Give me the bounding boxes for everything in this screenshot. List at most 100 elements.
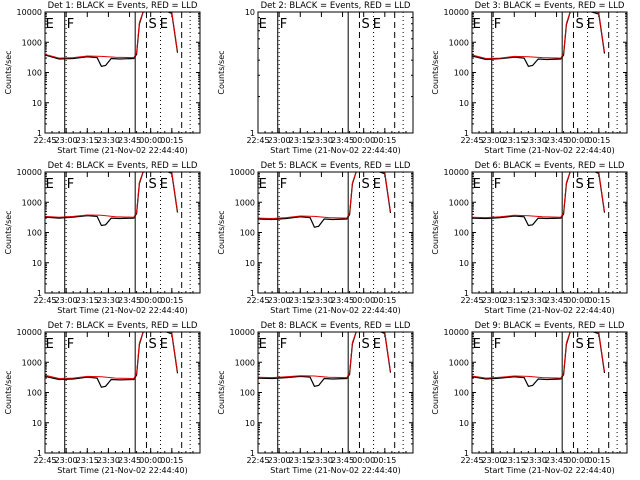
series-events-line — [45, 332, 179, 388]
y-tick-label: 100 — [454, 229, 469, 238]
series-events-line — [472, 332, 606, 387]
x-tick-label: 23:30 — [524, 456, 547, 465]
y-tick-label: 1 — [464, 129, 469, 138]
x-tick-label: 23:30 — [97, 296, 120, 305]
x-tick-label: 22:45 — [460, 456, 483, 465]
x-axis-label: Start Time (21-Nov-02 22:44:40) — [270, 306, 400, 315]
x-tick-label: 00:15 — [587, 296, 610, 305]
time-marker-letter: E — [587, 17, 595, 32]
time-marker-letter: S — [361, 17, 369, 32]
panel-title: Det 7: BLACK = Events, RED = LLD — [48, 321, 198, 331]
detector-panel-3: Det 3: BLACK = Events, RED = LLD 1 10 100 10… — [431, 1, 628, 155]
x-tick-label: 23:15 — [503, 456, 526, 465]
y-tick-label: 10000 — [230, 328, 255, 337]
x-tick-label: 00:00 — [566, 136, 589, 145]
panel-title: Det 3: BLACK = Events, RED = LLD — [475, 1, 625, 11]
time-marker-letter: E — [473, 17, 481, 32]
y-tick-label: 1000 — [449, 38, 469, 47]
x-axis-label: Start Time (21-Nov-02 22:44:40) — [57, 146, 187, 155]
x-axis-label: Start Time (21-Nov-02 22:44:40) — [484, 146, 614, 155]
time-marker-letter: E — [160, 177, 168, 192]
series-events-line — [472, 172, 606, 227]
y-tick-label: 10000 — [444, 328, 469, 337]
panel-title: Det 1: BLACK = Events, RED = LLD — [48, 1, 198, 11]
y-tick-label: 1 — [464, 449, 469, 458]
time-marker-letter: E — [259, 17, 267, 32]
y-axis-label: Counts/sec — [4, 210, 13, 254]
y-tick-label: 1000 — [449, 358, 469, 367]
x-axis-label: Start Time (21-Nov-02 22:44:40) — [57, 306, 187, 315]
time-marker-letter: S — [575, 17, 583, 32]
time-marker-letter: S — [148, 177, 156, 192]
y-tick-label: 10000 — [17, 328, 42, 337]
series-lld-line — [45, 332, 178, 380]
plot-frame — [471, 171, 628, 294]
y-tick-label: 10000 — [444, 168, 469, 177]
x-tick-label: 23:15 — [76, 296, 99, 305]
series-events-line — [472, 12, 606, 67]
panel-title: Det 6: BLACK = Events, RED = LLD — [475, 161, 625, 171]
x-tick-label: 22:45 — [246, 456, 269, 465]
x-tick-label: 00:15 — [587, 136, 610, 145]
detector-panel-7: Det 7: BLACK = Events, RED = LLD 1 10 100 10… — [4, 321, 201, 475]
time-marker-letter: E — [46, 177, 54, 192]
plot-frame — [44, 11, 201, 134]
y-tick-label: 1000 — [449, 198, 469, 207]
y-tick-label: 1 — [464, 289, 469, 298]
y-tick-label: 1000 — [22, 358, 42, 367]
time-marker-letter: E — [473, 337, 481, 352]
x-tick-label: 23:30 — [310, 296, 333, 305]
x-tick-label: 00:00 — [139, 296, 162, 305]
time-marker-letter: E — [160, 17, 168, 32]
y-tick-label: 10 — [32, 99, 42, 108]
y-axis-label: Counts/sec — [431, 370, 440, 414]
x-tick-label: 00:00 — [352, 456, 375, 465]
y-axis-label: Counts/sec — [217, 370, 226, 414]
detector-panel-8: Det 8: BLACK = Events, RED = LLD 1 10 100 10… — [217, 321, 414, 475]
y-tick-label: 10 — [245, 259, 255, 268]
x-axis-label: Start Time (21-Nov-02 22:44:40) — [484, 466, 614, 475]
y-tick-label: 100 — [27, 389, 42, 398]
y-tick-label: 100 — [240, 229, 255, 238]
series-lld-line — [258, 172, 391, 220]
time-marker-letter: E — [160, 337, 168, 352]
series-events-line — [45, 172, 179, 227]
y-tick-label: 10 — [245, 419, 255, 428]
detector-panel-9: Det 9: BLACK = Events, RED = LLD 1 10 100 10… — [431, 321, 628, 475]
panel-title: Det 4: BLACK = Events, RED = LLD — [48, 161, 198, 171]
y-tick-label: 1 — [250, 129, 255, 138]
time-marker-letter: E — [373, 337, 381, 352]
x-tick-label: 23:30 — [524, 136, 547, 145]
x-tick-label: 22:45 — [246, 296, 269, 305]
x-tick-label: 23:15 — [289, 136, 312, 145]
y-tick-label: 1000 — [235, 358, 255, 367]
y-axis-label: Counts/sec — [431, 50, 440, 94]
y-tick-label: 1000 — [235, 198, 255, 207]
panel-title: Det 5: BLACK = Events, RED = LLD — [261, 161, 411, 171]
x-tick-label: 23:30 — [524, 296, 547, 305]
time-marker-letter: E — [373, 17, 381, 32]
time-marker-letter: F — [280, 177, 287, 192]
time-marker-letter: E — [587, 337, 595, 352]
x-tick-label: 23:00 — [482, 296, 505, 305]
x-tick-label: 00:15 — [160, 296, 183, 305]
y-axis-label: Counts/sec — [217, 50, 226, 94]
plot-frame — [257, 11, 414, 134]
x-axis-label: Start Time (21-Nov-02 22:44:40) — [57, 466, 187, 475]
x-tick-label: 00:00 — [352, 136, 375, 145]
x-tick-label: 23:45 — [545, 136, 568, 145]
x-tick-label: 00:00 — [352, 296, 375, 305]
series-lld-line — [472, 172, 605, 219]
x-axis-label: Start Time (21-Nov-02 22:44:40) — [270, 466, 400, 475]
x-tick-label: 00:00 — [139, 456, 162, 465]
time-marker-letter: S — [575, 177, 583, 192]
x-tick-label: 23:00 — [482, 456, 505, 465]
y-tick-label: 1 — [250, 449, 255, 458]
series-events-line — [258, 332, 392, 387]
detector-panel-5: Det 5: BLACK = Events, RED = LLD 1 10 100 10… — [217, 161, 414, 315]
time-marker-letter: E — [473, 177, 481, 192]
time-marker-letter: F — [67, 17, 74, 32]
plot-frame — [44, 331, 201, 454]
time-marker-letter: F — [494, 337, 501, 352]
